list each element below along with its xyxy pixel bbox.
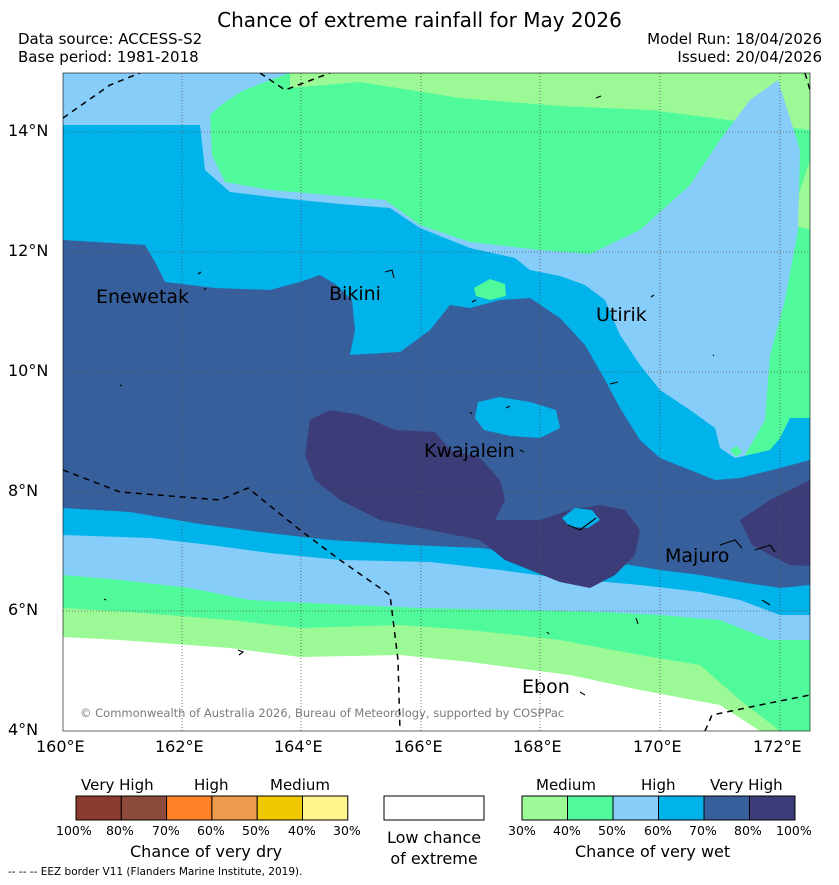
lon-label-168e: 168°E bbox=[513, 737, 562, 756]
wet-tick-60: 60% bbox=[644, 823, 672, 838]
dry-tick-70: 70% bbox=[152, 823, 180, 838]
place-enewetak: Enewetak bbox=[96, 286, 190, 308]
lon-label-170e: 170°E bbox=[633, 737, 682, 756]
lon-label-164e: 164°E bbox=[274, 737, 323, 756]
lat-label-12n: 12°N bbox=[8, 241, 49, 260]
place-bikini: Bikini bbox=[329, 283, 381, 305]
lon-label-162e: 162°E bbox=[155, 737, 204, 756]
dry-caption: Chance of very dry bbox=[130, 842, 283, 861]
dry-swatch-1 bbox=[120, 795, 168, 821]
map-title: Chance of extreme rainfall for May 2026 bbox=[217, 8, 622, 32]
wet-header-high: High bbox=[641, 776, 676, 794]
lat-label-10n: 10°N bbox=[8, 361, 49, 380]
dry-header-medium: Medium bbox=[270, 776, 330, 794]
dry-header-very-high: Very High bbox=[81, 776, 154, 794]
dry-tick-100: 100% bbox=[56, 823, 92, 838]
wet-swatch-5 bbox=[749, 795, 796, 821]
low-chance-swatch bbox=[383, 795, 485, 821]
contour-wet-40-bikini bbox=[474, 279, 506, 300]
dry-tick-40: 40% bbox=[288, 823, 316, 838]
low-chance-label-line2: of extreme bbox=[390, 849, 478, 868]
atoll-coastlines bbox=[103, 95, 776, 696]
lat-label-4n: 4°N bbox=[8, 720, 39, 739]
wet-swatch-4 bbox=[703, 795, 750, 821]
base-period: Base period: 1981-2018 bbox=[18, 48, 199, 66]
wet-colorbar bbox=[521, 795, 796, 821]
map-frame bbox=[62, 72, 811, 732]
model-run: Model Run: 18/04/2026 bbox=[647, 30, 822, 48]
wet-swatch-2 bbox=[612, 795, 659, 821]
contour-wet-80 bbox=[305, 410, 640, 588]
lon-label-160e: 160°E bbox=[36, 737, 85, 756]
wet-tick-40: 40% bbox=[553, 823, 581, 838]
dry-tick-30: 30% bbox=[333, 823, 361, 838]
probability-contours bbox=[63, 73, 810, 731]
dry-swatch-5 bbox=[302, 795, 349, 821]
dry-swatch-3 bbox=[211, 795, 258, 821]
lat-label-14n: 14°N bbox=[8, 121, 49, 140]
wet-swatch-0 bbox=[521, 795, 568, 821]
lat-label-8n: 8°N bbox=[8, 481, 39, 500]
dry-swatch-2 bbox=[166, 795, 213, 821]
place-utirik: Utirik bbox=[596, 304, 647, 326]
wet-header-very-high: Very High bbox=[710, 776, 783, 794]
contour-wet-80-east bbox=[740, 480, 810, 566]
wet-tick-80: 80% bbox=[734, 823, 762, 838]
dry-swatch-4 bbox=[256, 795, 304, 821]
dry-tick-60: 60% bbox=[197, 823, 225, 838]
dry-tick-80: 80% bbox=[106, 823, 134, 838]
contour-wet-70 bbox=[63, 240, 810, 588]
contour-wet-60-ring bbox=[562, 508, 600, 528]
lon-label-172e: 172°E bbox=[753, 737, 802, 756]
data-source: Data source: ACCESS-S2 bbox=[18, 30, 203, 48]
dry-colorbar bbox=[75, 795, 349, 821]
place-kwajalein: Kwajalein bbox=[424, 440, 515, 462]
eez-border bbox=[63, 73, 810, 731]
eez-footnote: -- -- -- EEZ border V11 (Flanders Marine… bbox=[8, 866, 303, 878]
contour-wet-40-spot bbox=[730, 446, 742, 457]
wet-tick-100: 100% bbox=[776, 823, 812, 838]
dry-header-high: High bbox=[194, 776, 229, 794]
contour-wet-60-hole bbox=[475, 397, 560, 438]
wet-header-medium: Medium bbox=[536, 776, 596, 794]
wet-swatch-1 bbox=[567, 795, 614, 821]
wet-caption: Chance of very wet bbox=[575, 842, 731, 861]
wet-tick-30: 30% bbox=[508, 823, 536, 838]
low-chance-label-line1: Low chance bbox=[386, 828, 482, 847]
dry-swatch-0 bbox=[75, 795, 122, 821]
wet-tick-70: 70% bbox=[689, 823, 717, 838]
issued-date: Issued: 20/04/2026 bbox=[677, 48, 822, 66]
place-ebon: Ebon bbox=[522, 676, 570, 698]
lat-label-6n: 6°N bbox=[8, 600, 39, 619]
wet-swatch-3 bbox=[658, 795, 705, 821]
lon-label-166e: 166°E bbox=[394, 737, 443, 756]
dry-tick-50: 50% bbox=[242, 823, 270, 838]
copyright-notice: © Commonwealth of Australia 2026, Bureau… bbox=[80, 706, 565, 720]
wet-tick-50: 50% bbox=[598, 823, 626, 838]
place-majuro: Majuro bbox=[665, 545, 730, 567]
